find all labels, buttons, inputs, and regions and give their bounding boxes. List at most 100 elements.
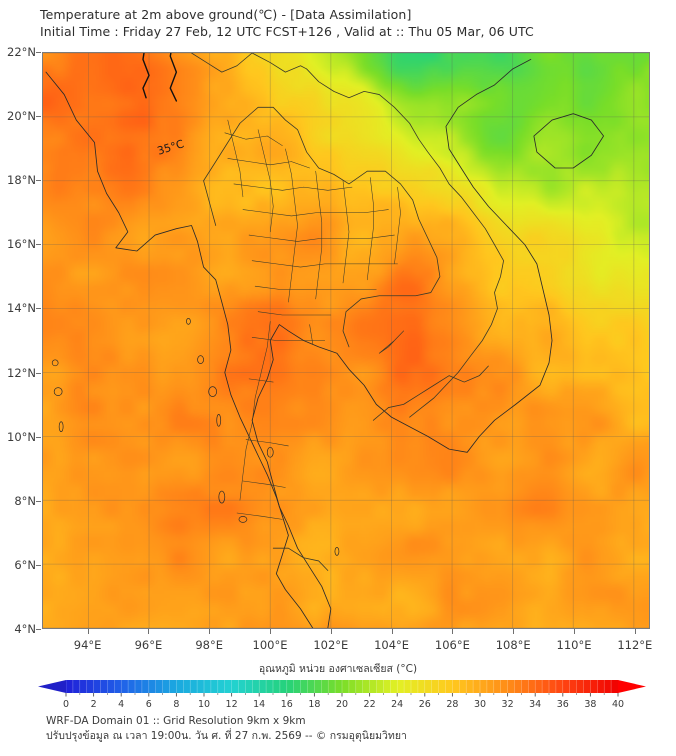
colorbar-band: [204, 680, 212, 693]
latitude-tick-mark: [36, 52, 41, 53]
colorbar-tick-label: 24: [391, 699, 403, 708]
colorbar-band: [404, 680, 412, 693]
colorbar-band: [135, 680, 143, 693]
colorbar-band: [348, 680, 357, 693]
colorbar-band: [390, 680, 398, 693]
colorbar-tick-label: 0: [63, 699, 69, 708]
colorbar-band: [245, 680, 253, 693]
longitude-tick-label: 96°E: [134, 638, 163, 652]
colorbar-tick-label: 22: [364, 699, 376, 708]
colorbar-band: [266, 680, 274, 693]
colorbar-band: [155, 680, 163, 693]
latitude-tick-label: 16°N: [7, 237, 36, 252]
colorbar-band: [576, 680, 584, 693]
colorbar-band: [342, 680, 350, 693]
colorbar-scale: 0 2 4 6 8 10 12 14 16 18 20 22 24 26 28 30 32 34 36 38 40: [38, 680, 646, 708]
colorbar-band: [162, 680, 170, 693]
latitude-tick-label: 12°N: [7, 365, 36, 380]
colorbar-title: อุณหภูมิ หน่วย องศาเซลเซียส (°C): [258, 663, 418, 675]
colorbar-band: [307, 680, 315, 693]
colorbar-band: [273, 680, 281, 693]
colorbar-tick-label: 40: [612, 699, 624, 708]
colorbar-band: [224, 680, 232, 693]
colorbar-band: [335, 680, 343, 693]
colorbar-band: [231, 680, 239, 693]
colorbar-band: [210, 680, 219, 693]
colorbar-band: [141, 680, 150, 693]
colorbar-band: [521, 680, 529, 693]
colorbar-tick-label: 28: [446, 699, 458, 708]
colorbar-tick-label: 32: [502, 699, 514, 708]
longitude-tick-label: 108°E: [495, 638, 531, 652]
colorbar-band: [452, 680, 460, 693]
colorbar-band: [176, 680, 184, 693]
colorbar-band: [286, 680, 295, 693]
longitude-tick-mark: [148, 629, 150, 634]
colorbar-band: [480, 680, 488, 693]
colorbar-band: [114, 680, 122, 693]
footer-credit: ปรับปรุงข้อมูล ณ เวลา 19:00น. วัน ศ. ที่…: [46, 730, 407, 742]
longitude-tick-mark: [634, 629, 636, 634]
footer-model-info: WRF-DA Domain 01 :: Grid Resolution 9km …: [46, 715, 306, 727]
latitude-tick-mark: [36, 629, 41, 630]
colorbar-band: [473, 680, 481, 693]
page-title: Temperature at 2m above ground(℃) - [Dat…: [40, 7, 412, 22]
colorbar-band: [376, 680, 384, 693]
colorbar-band: [383, 680, 391, 693]
colorbar-band: [355, 680, 364, 693]
colorbar-band: [72, 680, 81, 693]
latitude-tick-mark: [36, 180, 41, 182]
colorbar-band: [100, 680, 108, 693]
colorbar-band: [93, 680, 101, 693]
colorbar-tick-label: 6: [146, 699, 152, 708]
colorbar-band: [514, 680, 522, 693]
colorbar-band: [562, 680, 571, 693]
colorbar-band: [604, 680, 612, 693]
latitude-tick-label: 4°N: [14, 622, 36, 636]
colorbar-band: [583, 680, 591, 693]
latitude-tick-label: 8°N: [14, 493, 36, 508]
colorbar-tick-label: 30: [474, 699, 486, 708]
longitude-tick-mark: [330, 629, 332, 634]
colorbar-band: [279, 680, 288, 693]
longitude-tick-mark: [87, 629, 89, 634]
colorbar-band: [590, 680, 598, 693]
colorbar-band: [121, 680, 129, 693]
temperature-field-canvas: [43, 53, 649, 628]
colorbar-band: [417, 680, 426, 693]
colorbar-tick-label: 34: [529, 699, 541, 708]
longitude-tick-label: 104°E: [374, 638, 410, 652]
colorbar-band: [252, 680, 260, 693]
colorbar-band: [190, 680, 198, 693]
colorbar-tick-label: 26: [419, 699, 431, 708]
colorbar-band: [549, 680, 557, 693]
colorbar-band: [66, 680, 74, 693]
longitude-tick-label: 112°E: [617, 638, 653, 652]
colorbar-band: [369, 680, 377, 693]
chart-header: Temperature at 2m above ground(℃) - [Dat…: [40, 6, 660, 40]
colorbar-band: [328, 680, 336, 693]
colorbar-under-arrow: [38, 680, 66, 693]
longitude-tick-mark: [452, 629, 454, 634]
colorbar-band: [107, 680, 115, 693]
colorbar-band: [507, 680, 515, 693]
longitude-tick-label: 110°E: [556, 638, 592, 652]
colorbar-band: [183, 680, 191, 693]
longitude-tick-label: 94°E: [73, 638, 102, 652]
colorbar-band: [535, 680, 543, 693]
temperature-map[interactable]: 35°C: [42, 52, 650, 629]
colorbar-tick-label: 2: [91, 699, 97, 708]
colorbar-band: [197, 680, 205, 693]
colorbar-tick-label: 38: [584, 699, 596, 708]
colorbar-band: [128, 680, 136, 693]
colorbar-band: [362, 680, 370, 693]
colorbar-band: [79, 680, 88, 693]
colorbar-tick-label: 36: [557, 699, 569, 708]
latitude-tick-label: 18°N: [7, 173, 36, 188]
longitude-tick-label: 100°E: [252, 638, 288, 652]
colorbar-band: [597, 680, 605, 693]
colorbar-band: [397, 680, 405, 693]
colorbar-band: [314, 680, 322, 693]
colorbar: อุณหภูมิ หน่วย องศาเซลเซียส (°C) 0 2 4 6 8 10…: [0, 660, 676, 708]
colorbar-tick-label: 4: [118, 699, 124, 708]
